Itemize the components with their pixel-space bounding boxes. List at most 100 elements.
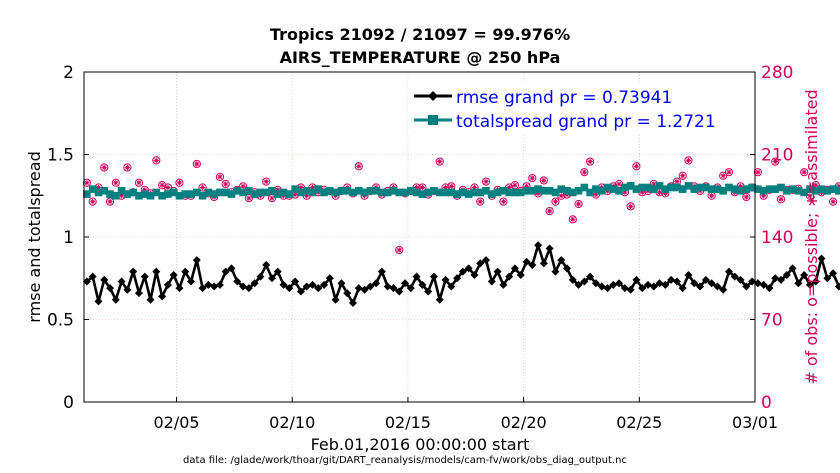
totalspread-point bbox=[771, 185, 780, 193]
right-y-tick-label-3: 210 bbox=[761, 146, 793, 166]
rmse-point bbox=[771, 274, 780, 283]
rmse-point bbox=[320, 280, 329, 289]
legend-spread-text: totalspread grand pr = 1.2721 bbox=[456, 112, 716, 132]
totalspread-point bbox=[459, 188, 467, 197]
rmse-point bbox=[724, 267, 733, 276]
totalspread-point bbox=[655, 182, 664, 190]
rmse-point bbox=[441, 275, 450, 284]
rmse-point bbox=[522, 257, 531, 266]
rmse-point bbox=[817, 254, 826, 263]
totalspread-point bbox=[748, 183, 756, 192]
rmse-point bbox=[406, 284, 415, 293]
rmse-point bbox=[829, 269, 838, 278]
obs-possible-marker bbox=[198, 183, 207, 192]
totalspread-series bbox=[83, 182, 840, 200]
rmse-point bbox=[285, 284, 294, 293]
rmse-point bbox=[753, 279, 762, 288]
chart-title-line2: AIRS_TEMPERATURE @ 250 hPa bbox=[280, 48, 561, 67]
totalspread-point bbox=[545, 187, 554, 195]
legend-rmse-text: rmse grand pr = 0.73941 bbox=[456, 88, 672, 108]
legend-box bbox=[408, 84, 748, 134]
rmse-point bbox=[175, 284, 184, 293]
totalspread-point bbox=[407, 187, 415, 195]
totalspread-point bbox=[441, 188, 450, 197]
totalspread-point bbox=[580, 183, 589, 192]
obs-marker bbox=[580, 168, 589, 177]
totalspread-point bbox=[696, 183, 704, 192]
obs-assimilated-marker bbox=[709, 193, 715, 199]
rmse-point bbox=[181, 267, 190, 276]
rmse-point bbox=[187, 277, 196, 286]
obs-assimilated-marker bbox=[529, 175, 535, 181]
rmse-point bbox=[331, 295, 340, 304]
totalspread-point bbox=[730, 185, 739, 193]
totalspread-point bbox=[574, 187, 583, 195]
totalspread-point bbox=[418, 190, 427, 198]
rmse-point bbox=[568, 275, 577, 284]
totalspread-point bbox=[192, 188, 201, 197]
totalspread-point bbox=[626, 182, 635, 190]
totalspread-point bbox=[678, 185, 687, 193]
obs-assimilated-marker bbox=[90, 199, 96, 205]
rmse-point bbox=[794, 279, 803, 288]
obs-possible-marker bbox=[88, 197, 97, 206]
obs-assimilated-marker bbox=[84, 180, 90, 186]
totalspread-point bbox=[638, 183, 647, 192]
obs-possible-marker bbox=[134, 178, 144, 187]
totalspread-point bbox=[702, 183, 710, 192]
totalspread-point bbox=[146, 191, 155, 200]
legend: rmse grand pr = 0.73941 totalspread gran… bbox=[408, 84, 748, 134]
rmse-point bbox=[279, 280, 288, 289]
totalspread-point bbox=[337, 187, 346, 195]
obs-possible-marker bbox=[354, 162, 363, 171]
rmse-point bbox=[620, 284, 629, 293]
obs-assimilated-marker bbox=[477, 199, 483, 205]
totalspread-point bbox=[464, 190, 473, 198]
obs-assimilated-marker bbox=[419, 184, 425, 191]
rmse-point bbox=[811, 277, 820, 286]
obs-marker bbox=[435, 157, 444, 166]
totalspread-point bbox=[262, 188, 271, 197]
obs-possible-marker bbox=[100, 163, 109, 172]
obs-possible-marker bbox=[684, 156, 693, 165]
left-y-tick-label-1: 0.5 bbox=[47, 311, 74, 331]
obs-assimilated-marker bbox=[761, 193, 767, 199]
obs-marker bbox=[499, 197, 508, 206]
x-ticks: 02/05 02/10 02/15 02/20 02/25 03/01 bbox=[153, 397, 778, 432]
totalspread-point bbox=[227, 190, 236, 198]
rmse-point bbox=[82, 277, 91, 286]
rmse-point bbox=[111, 295, 120, 304]
rmse-point bbox=[447, 282, 456, 291]
x-tick-label-5: 03/01 bbox=[732, 413, 778, 432]
rmse-point bbox=[383, 282, 392, 291]
totalspread-point bbox=[609, 185, 618, 193]
rmse-point bbox=[510, 264, 519, 273]
totalspread-point bbox=[511, 188, 519, 197]
data-file-footer: data file: /glade/work/thoar/git/DART_re… bbox=[183, 455, 627, 466]
totalspread-point bbox=[389, 187, 398, 195]
x-tick-label-4: 02/25 bbox=[616, 413, 662, 432]
obs-possible-marker bbox=[152, 156, 161, 165]
obs-marker bbox=[742, 192, 751, 202]
obs-assimilated-marker bbox=[726, 169, 732, 175]
rmse-point bbox=[123, 285, 132, 294]
rmse-point bbox=[453, 274, 462, 283]
obs-marker bbox=[574, 199, 583, 209]
totalspread-point bbox=[239, 188, 247, 197]
obs-assimilated-marker bbox=[535, 190, 541, 196]
rmse-point bbox=[227, 264, 236, 273]
totalspread-point bbox=[516, 188, 525, 197]
obs-assimilated-marker bbox=[309, 184, 316, 191]
rmse-point bbox=[158, 292, 167, 301]
rmse-point bbox=[435, 295, 444, 304]
obs-possible-marker bbox=[724, 168, 734, 177]
rmse-point bbox=[140, 272, 149, 281]
totalspread-point bbox=[707, 185, 716, 193]
totalspread-point bbox=[783, 187, 791, 195]
obs-assimilated-marker bbox=[437, 158, 443, 165]
obs-marker bbox=[684, 156, 693, 165]
obs-assimilated-marker bbox=[813, 182, 819, 188]
obs-possible-marker bbox=[771, 157, 780, 166]
obs-assimilated-marker bbox=[593, 191, 599, 198]
obs-assimilated-marker bbox=[275, 187, 281, 193]
